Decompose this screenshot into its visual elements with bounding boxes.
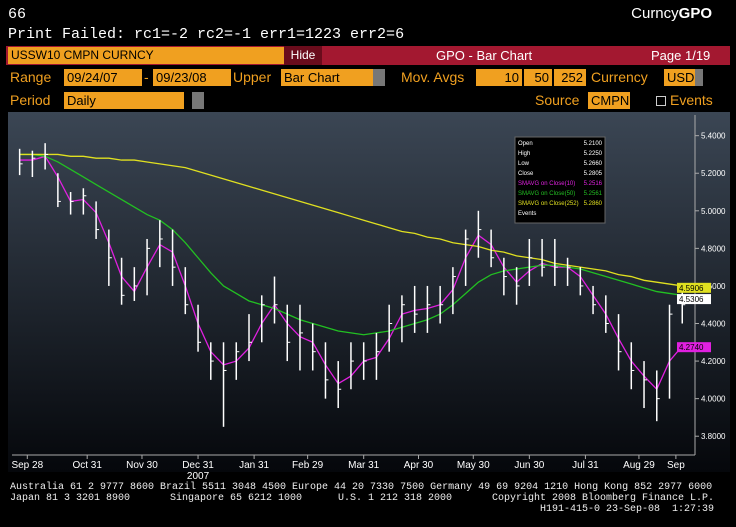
last-price-tag — [677, 342, 711, 353]
screen-title: GPO - Bar Chart — [436, 48, 533, 63]
page-indicator: Page 1/19 — [651, 48, 711, 63]
last-price-label: 4.5906 — [679, 284, 704, 293]
y-tick-label: 4.8000 — [701, 244, 726, 253]
security-field[interactable]: USSW10 CMPN CURNCY — [8, 47, 284, 64]
x-tick-label: May 30 — [457, 460, 490, 471]
y-tick-label: 3.8000 — [701, 432, 726, 441]
source-label: Source — [535, 92, 580, 108]
y-tick-label: 5.4000 — [701, 132, 726, 141]
info-value: 5.2100 — [584, 141, 603, 147]
x-tick-label: Jul 31 — [572, 460, 599, 471]
last-price-label: 4.2740 — [679, 343, 704, 352]
function-name: CurncyGPO — [631, 5, 712, 22]
last-price-tag — [677, 294, 711, 305]
y-tick-label: 5.2000 — [701, 169, 726, 178]
x-tick-label: Sep 28 — [11, 460, 43, 471]
footer-line: Australia 61 2 9777 8600 Brazil 5511 304… — [10, 482, 713, 493]
dropdown[interactable] — [695, 69, 703, 86]
app-name: Curncy — [631, 5, 679, 22]
x-tick-label: Dec 31 — [182, 460, 214, 471]
status-message: Print Failed: rc1=-2 rc2=-1 err1=1223 er… — [8, 26, 405, 43]
moving-average-line — [19, 153, 683, 287]
dropdown[interactable] — [373, 69, 385, 86]
x-tick-label: Feb 29 — [292, 460, 324, 471]
range-label: Range — [10, 69, 52, 85]
x-tick-label: Sep — [667, 460, 685, 471]
events-label[interactable]: Events — [670, 92, 713, 108]
moving-average-line — [19, 153, 683, 336]
currency-label: Currency — [591, 69, 648, 85]
info-label: Low — [518, 161, 530, 167]
function-code: GPO — [678, 5, 712, 22]
footer-line: Copyright 2008 Bloomberg Finance L.P. — [492, 493, 715, 504]
mov-avg-field[interactable]: 252 — [554, 69, 586, 86]
mov-avgs-label: Mov. Avgs — [401, 69, 465, 85]
mov-avg-field[interactable]: 50 — [524, 69, 552, 86]
footer-line: U.S. 1 212 318 2000 — [338, 493, 453, 504]
period-label: Period — [10, 92, 51, 108]
last-price-tag — [677, 282, 711, 293]
upper-label: Upper — [233, 69, 272, 85]
period-field[interactable]: Daily — [64, 92, 184, 109]
mov-avg-field[interactable]: 10 — [476, 69, 522, 86]
source-field[interactable]: CMPN — [588, 92, 630, 109]
y-tick-label: 4.4000 — [701, 320, 726, 329]
year-label: 2007 — [187, 471, 210, 482]
info-label: High — [518, 151, 530, 157]
footer-line: Japan 81 3 3201 8900 — [10, 493, 131, 504]
info-label: Events — [518, 211, 536, 217]
info-panel — [514, 136, 606, 224]
page-code: 66 — [8, 6, 27, 23]
info-value: 5.2805 — [584, 171, 603, 177]
info-value: 5.2660 — [584, 161, 603, 167]
info-label: SMAVG on Close(10) — [518, 181, 575, 187]
info-label: SMAVG on Close(50) — [518, 191, 575, 197]
x-tick-label: Apr 30 — [404, 460, 434, 471]
range-dash: - — [144, 69, 149, 85]
info-value: 5.2250 — [584, 151, 603, 157]
y-tick-label: 4.6000 — [701, 282, 726, 291]
info-label: Close — [518, 171, 534, 177]
chart-background — [8, 112, 730, 472]
hide-button[interactable]: Hide — [284, 46, 322, 65]
footer-line: H191-415-0 23-Sep-08 1:27:39 — [540, 504, 715, 515]
currency-field[interactable]: USD — [664, 69, 696, 86]
x-tick-label: Mar 31 — [348, 460, 380, 471]
x-tick-label: Aug 29 — [623, 460, 655, 471]
info-value: 5.2860 — [584, 201, 603, 207]
y-tick-label: 4.0000 — [701, 395, 726, 404]
end-date[interactable]: 09/23/08 — [153, 69, 231, 86]
info-value: 5.2516 — [584, 181, 603, 187]
start-date[interactable]: 09/24/07 — [64, 69, 142, 86]
y-tick-label: 5.0000 — [701, 207, 726, 216]
last-price-label: 4.5306 — [679, 295, 704, 304]
y-tick-label: 4.2000 — [701, 357, 726, 366]
info-value: 5.2561 — [584, 191, 603, 197]
dropdown[interactable] — [192, 92, 204, 109]
info-label: Open — [518, 141, 533, 147]
info-label: SMAVG on Close(252) — [518, 201, 579, 207]
events-checkbox[interactable] — [656, 96, 666, 106]
upper-field[interactable]: Bar Chart — [281, 69, 373, 86]
x-tick-label: Oct 31 — [72, 460, 102, 471]
x-tick-label: Jun 30 — [514, 460, 544, 471]
footer-line: Singapore 65 6212 1000 — [170, 493, 303, 504]
x-tick-label: Nov 30 — [126, 460, 158, 471]
x-tick-label: Jan 31 — [239, 460, 269, 471]
